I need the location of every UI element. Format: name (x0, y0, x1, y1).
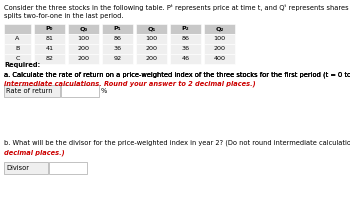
FancyBboxPatch shape (170, 44, 201, 54)
FancyBboxPatch shape (34, 24, 65, 34)
Text: 200: 200 (146, 57, 158, 61)
Text: splits two-for-one in the last period.: splits two-for-one in the last period. (4, 13, 124, 19)
FancyBboxPatch shape (49, 162, 87, 174)
FancyBboxPatch shape (68, 34, 99, 44)
Text: P₂: P₂ (182, 26, 189, 31)
FancyBboxPatch shape (102, 34, 133, 44)
Text: 100: 100 (146, 36, 158, 42)
FancyBboxPatch shape (204, 54, 235, 64)
FancyBboxPatch shape (68, 54, 99, 64)
FancyBboxPatch shape (68, 44, 99, 54)
FancyBboxPatch shape (136, 54, 167, 64)
Text: b. What will be the divisor for the price-weighted index in year 2? (Do not roun: b. What will be the divisor for the pric… (4, 140, 350, 146)
Text: 200: 200 (77, 57, 90, 61)
Text: 46: 46 (181, 57, 190, 61)
Text: 81: 81 (46, 36, 54, 42)
FancyBboxPatch shape (68, 24, 99, 34)
Text: C: C (15, 57, 20, 61)
FancyBboxPatch shape (34, 34, 65, 44)
Text: A: A (15, 36, 20, 42)
FancyBboxPatch shape (136, 34, 167, 44)
FancyBboxPatch shape (4, 54, 31, 64)
FancyBboxPatch shape (204, 44, 235, 54)
Text: 200: 200 (77, 47, 90, 52)
Text: 86: 86 (182, 36, 189, 42)
Text: 200: 200 (146, 47, 158, 52)
FancyBboxPatch shape (170, 54, 201, 64)
FancyBboxPatch shape (102, 24, 133, 34)
FancyBboxPatch shape (170, 24, 201, 34)
Text: a. Calculate the rate of return on a price-weighted index of the three stocks fo: a. Calculate the rate of return on a pri… (4, 71, 350, 77)
Text: Q₂: Q₂ (215, 26, 224, 31)
FancyBboxPatch shape (204, 24, 235, 34)
FancyBboxPatch shape (102, 54, 133, 64)
FancyBboxPatch shape (204, 34, 235, 44)
Text: a. Calculate the rate of return on a price-weighted index of the three stocks fo: a. Calculate the rate of return on a pri… (4, 71, 350, 77)
Text: 100: 100 (77, 36, 90, 42)
Text: decimal places.): decimal places.) (4, 149, 65, 155)
Text: Q₀: Q₀ (79, 26, 88, 31)
Text: Required:: Required: (4, 62, 40, 68)
FancyBboxPatch shape (4, 85, 60, 97)
FancyBboxPatch shape (170, 34, 201, 44)
FancyBboxPatch shape (136, 44, 167, 54)
Text: Rate of return: Rate of return (6, 88, 53, 94)
FancyBboxPatch shape (61, 85, 99, 97)
FancyBboxPatch shape (4, 34, 31, 44)
Text: 41: 41 (46, 47, 54, 52)
Text: B: B (15, 47, 20, 52)
Text: 36: 36 (113, 47, 121, 52)
FancyBboxPatch shape (4, 162, 48, 174)
FancyBboxPatch shape (136, 24, 167, 34)
Text: a. Calculate the rate of return on a price-weighted index of the three stocks fo: a. Calculate the rate of return on a pri… (4, 71, 350, 77)
Text: Divisor: Divisor (6, 165, 29, 171)
Text: 36: 36 (181, 47, 190, 52)
Text: 92: 92 (113, 57, 121, 61)
Text: 100: 100 (214, 36, 225, 42)
FancyBboxPatch shape (4, 44, 31, 54)
Text: 200: 200 (214, 47, 225, 52)
FancyBboxPatch shape (4, 24, 31, 34)
Text: %: % (101, 88, 107, 94)
FancyBboxPatch shape (34, 54, 65, 64)
Text: 86: 86 (113, 36, 121, 42)
Text: Q₁: Q₁ (147, 26, 156, 31)
Text: intermediate calculations. Round your answer to 2 decimal places.): intermediate calculations. Round your an… (4, 80, 255, 87)
Text: P₁: P₁ (114, 26, 121, 31)
Text: 82: 82 (46, 57, 54, 61)
Text: P₀: P₀ (46, 26, 53, 31)
Text: 400: 400 (214, 57, 225, 61)
FancyBboxPatch shape (102, 44, 133, 54)
FancyBboxPatch shape (34, 44, 65, 54)
Text: Consider the three stocks in the following table. Pᵗ represents price at time t,: Consider the three stocks in the followi… (4, 4, 350, 11)
